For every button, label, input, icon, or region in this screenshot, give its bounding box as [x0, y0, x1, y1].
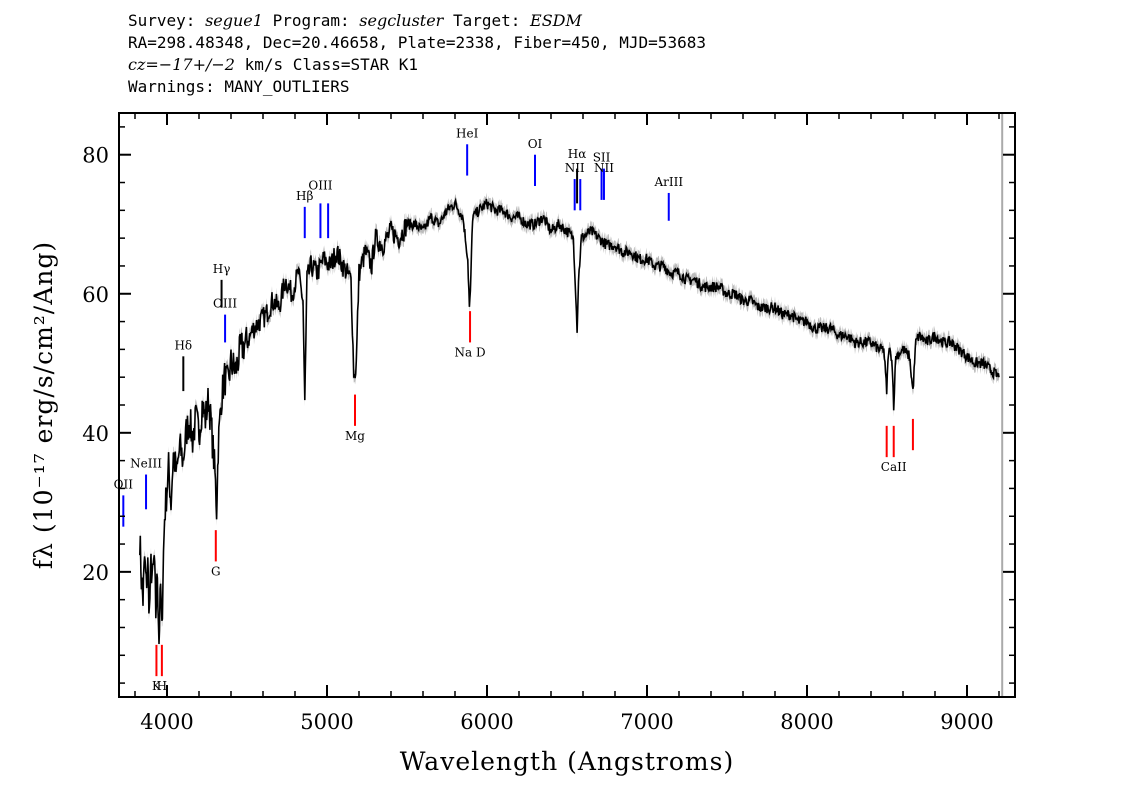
x-tick-label: 6000	[460, 710, 513, 734]
class-value: km/s Class=STAR K1	[234, 55, 418, 74]
y-axis-label: fλ (10⁻¹⁷ erg/s/cm²/Ang)	[29, 241, 58, 569]
emission-line-label: SII	[593, 151, 611, 165]
y-tick-label: 40	[82, 422, 109, 446]
absorption-line-label: CaII	[881, 460, 907, 474]
x-tick-label: 4000	[140, 710, 193, 734]
x-tick-label: 9000	[940, 710, 993, 734]
emission-line-label: Hα	[568, 147, 587, 161]
emission-line-label: OII	[114, 477, 134, 491]
header-survey-line: Survey: segue1 Program: segcluster Targe…	[128, 10, 706, 32]
error-band	[139, 192, 1000, 651]
target-label: Target:	[443, 11, 531, 30]
error-band-polygon	[139, 192, 1000, 651]
emission-line-label: ArIII	[653, 175, 683, 189]
x-tick-label: 8000	[780, 710, 833, 734]
emission-line-label: OIII	[213, 297, 237, 311]
absorption-line-label: Mg	[345, 429, 365, 443]
header-warnings-line: Warnings: MANY_OUTLIERS	[128, 77, 350, 96]
absorption-line-label: Na D	[454, 345, 485, 359]
spectrum-polyline	[139, 197, 1000, 645]
spectrum-header: Survey: segue1 Program: segcluster Targe…	[128, 10, 706, 98]
plot-frame	[118, 112, 1016, 698]
emission-line-label: HeI	[456, 126, 479, 140]
emission-line-label: Hδ	[174, 338, 192, 352]
program-label: Program:	[262, 11, 360, 30]
redshift-value: cz=−17+/−2	[128, 55, 235, 74]
x-axis-label: Wavelength (Angstroms)	[400, 747, 734, 776]
absorption-line-label: K	[152, 679, 162, 693]
y-tick-label: 60	[82, 283, 109, 307]
emission-line-label: Hβ	[296, 189, 313, 203]
header-redshift-line: cz=−17+/−2 km/s Class=STAR K1	[128, 54, 706, 76]
plot-axes: 4000 5000 6000 7000 8000 9000 20 40 60 80	[82, 112, 1016, 734]
x-tick-label: 5000	[300, 710, 353, 734]
spectrum-line	[139, 197, 1000, 645]
emission-line-label: Hγ	[213, 262, 231, 276]
absorption-line-label: G	[211, 564, 221, 578]
emission-line-label: NII	[594, 161, 614, 175]
emission-line-label: NII	[565, 161, 585, 175]
emission-line-label: OIII	[308, 178, 332, 192]
y-tick-label: 80	[82, 144, 109, 168]
survey-value: segue1	[205, 11, 263, 30]
survey-label: Survey:	[128, 11, 206, 30]
absorption-line-label: H	[157, 679, 167, 693]
x-tick-label: 7000	[620, 710, 673, 734]
header-coordinates-line: RA=298.48348, Dec=20.46658, Plate=2338, …	[128, 33, 706, 52]
emission-line-label: OI	[528, 137, 543, 151]
target-value: ESDM	[530, 11, 582, 30]
program-value: segcluster	[359, 11, 444, 30]
y-tick-label: 20	[82, 561, 109, 585]
emission-line-label: NeIII	[130, 457, 162, 471]
